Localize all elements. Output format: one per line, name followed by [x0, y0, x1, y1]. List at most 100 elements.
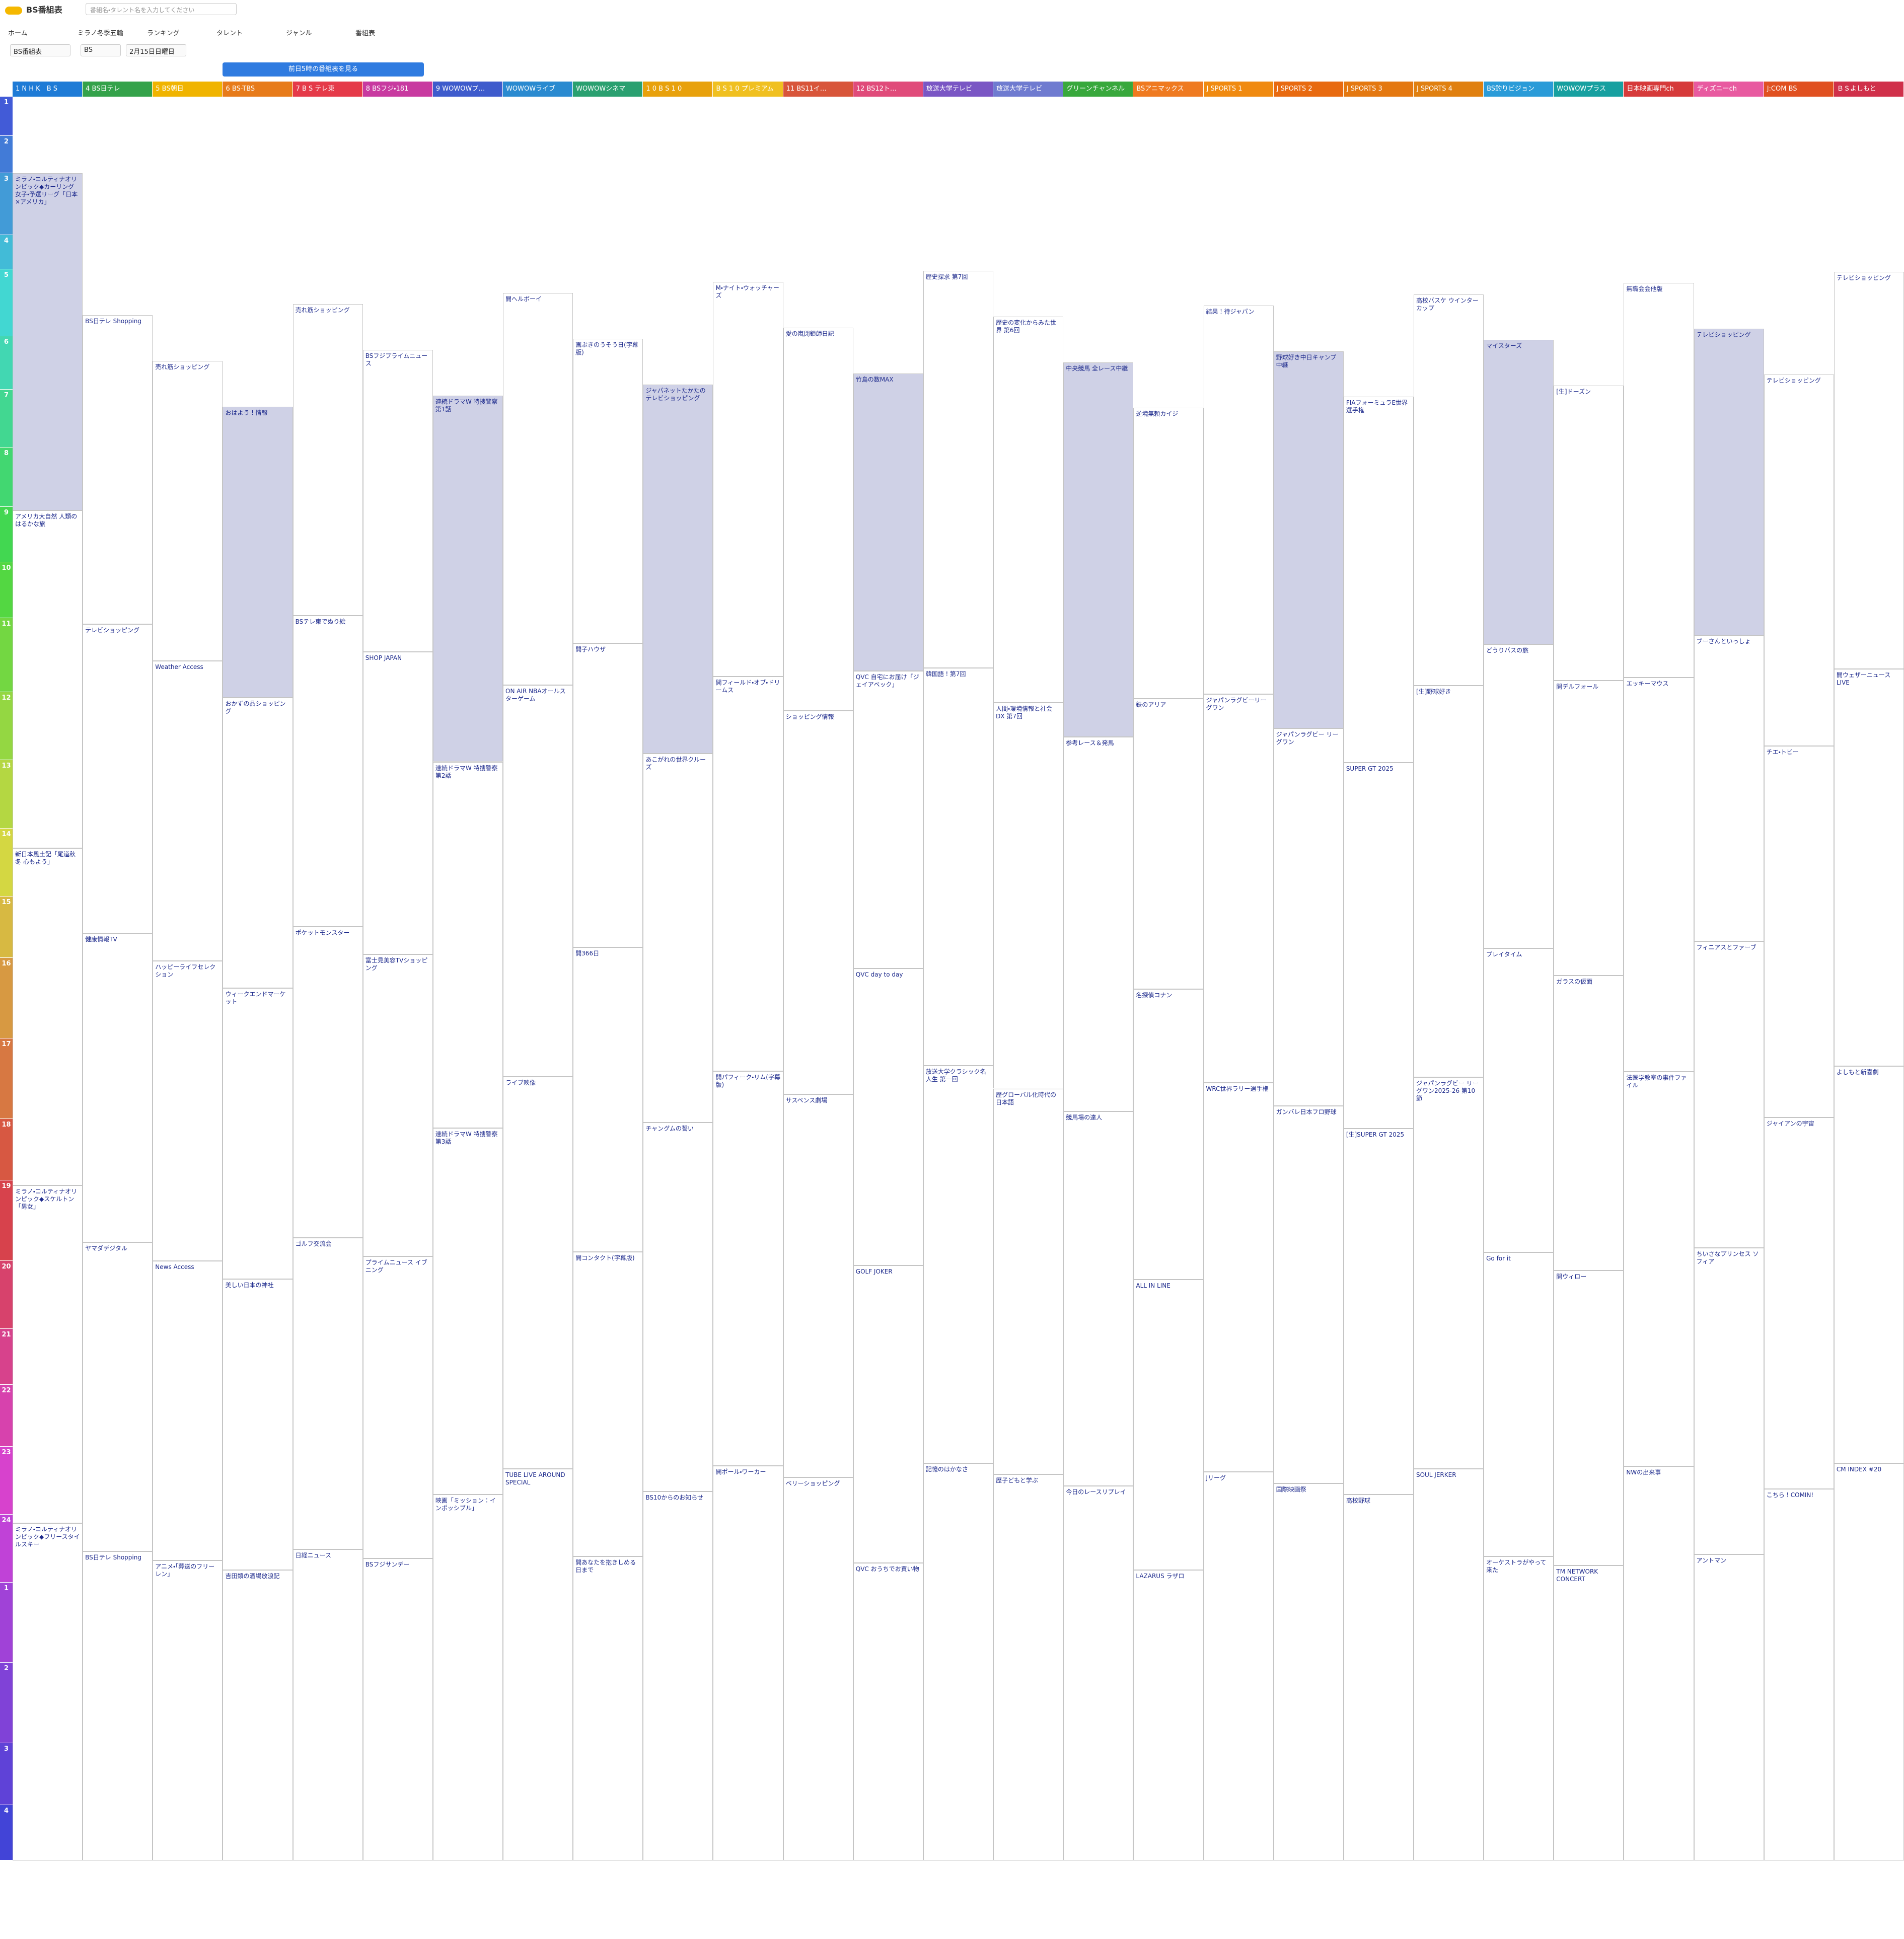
channel-header[interactable]: WOWOWプラス [1554, 82, 1624, 97]
program-cell[interactable]: 開コンタクト(字幕版) [573, 1251, 643, 1556]
program-cell[interactable]: 開ウィロー [1554, 1271, 1624, 1566]
program-cell[interactable]: 富士見美容TVショッピング [362, 954, 433, 1256]
program-cell[interactable]: BS日テレ Shopping [83, 1551, 153, 1861]
channel-header[interactable]: BS釣りビジョン [1484, 82, 1554, 97]
program-cell[interactable]: 鉄のアリア [1133, 698, 1204, 989]
program-cell[interactable]: 逆境無頼カイジ [1133, 408, 1204, 699]
program-cell[interactable]: ジャパンラグビー リーグワン [1273, 728, 1344, 1106]
program-cell[interactable]: 中央競馬 全レース中継 [1063, 362, 1134, 737]
program-cell[interactable]: 連続ドラマW 特捜警察 第3話 [432, 1128, 503, 1495]
channel-header[interactable]: 放送大学テレビ [923, 82, 994, 97]
channel-header[interactable]: B S 1 0 プレミアム [713, 82, 783, 97]
program-cell[interactable]: CM INDEX #20 [1834, 1463, 1904, 1861]
channel-header[interactable]: 1 N H K B S [13, 82, 83, 97]
program-cell[interactable]: ミラノ・コルティナオリンピック◆カーリング女子・予選リーグ「日本×アメリカ」 [13, 173, 83, 511]
program-cell[interactable]: 吉田類の酒場放浪記 [223, 1570, 293, 1861]
program-cell[interactable]: ちいさなプリンセス ソフィア [1694, 1248, 1764, 1554]
program-cell[interactable]: TM NETWORK CONCERT [1554, 1565, 1624, 1861]
program-cell[interactable]: あこがれの世界クルーズ [643, 753, 713, 1123]
prev-day-button[interactable]: 前日5時の番組表を見る [223, 62, 424, 77]
channel-header[interactable]: 1 0 B S 1 0 [643, 82, 713, 97]
program-cell[interactable]: SHOP JAPAN [362, 652, 433, 954]
program-cell[interactable]: ミラノ・コルティナオリンピック◆スケルトン「男女」 [13, 1185, 83, 1523]
program-cell[interactable]: テレビショッピング [1764, 375, 1834, 747]
nav-item[interactable]: 番組表 [352, 26, 423, 37]
program-cell[interactable]: News Access [153, 1260, 223, 1561]
program-cell[interactable]: 開パフィーク・リム(字幕版) [713, 1071, 783, 1466]
channel-header[interactable]: 7 B S テレ東 [292, 82, 363, 97]
program-cell[interactable]: よしもと新喜劇 [1834, 1066, 1904, 1464]
program-cell[interactable]: 画ぶきのうそう日(字幕版) [573, 338, 643, 643]
program-cell[interactable]: おはよう！情報 [223, 407, 293, 698]
program-cell[interactable]: 国際映画祭 [1273, 1483, 1344, 1861]
channel-header[interactable]: J SPORTS 1 [1203, 82, 1274, 97]
program-cell[interactable]: 新日本風土記「尾道秋冬 心もよう」 [13, 848, 83, 1186]
program-cell[interactable]: 競馬場の達人 [1063, 1111, 1134, 1486]
program-cell[interactable]: Weather Access [153, 660, 223, 961]
channel-header[interactable]: ＢＳよしもと [1834, 82, 1904, 97]
select[interactable]: 2月15日日曜日 [126, 44, 186, 56]
program-cell[interactable]: M・ナイト・ウォッチャーズ [713, 281, 783, 677]
program-cell[interactable]: 日経ニュース [292, 1549, 363, 1861]
program-cell[interactable]: マイスターズ [1484, 340, 1554, 644]
program-cell[interactable]: ジャイアンの宇宙 [1764, 1117, 1834, 1489]
program-cell[interactable]: ブーさんといっしょ [1694, 635, 1764, 942]
program-cell[interactable]: FIAフォーミュラE世界選手権 [1343, 397, 1414, 763]
program-cell[interactable]: Go for it [1484, 1252, 1554, 1557]
program-cell[interactable]: テレビショッピング [1834, 272, 1904, 669]
program-cell[interactable]: 高校野球 [1343, 1495, 1414, 1861]
program-cell[interactable]: ハッピーライフセレクション [153, 960, 223, 1261]
program-cell[interactable]: 記憶のはかなさ [923, 1463, 994, 1861]
program-cell[interactable]: おかずの品ショッピング [223, 697, 293, 989]
program-cell[interactable]: [生]ドーズン [1554, 386, 1624, 681]
channel-header[interactable]: BSアニマックス [1133, 82, 1204, 97]
channel-header[interactable]: J SPORTS 4 [1413, 82, 1484, 97]
program-cell[interactable]: 歴グローバル化時代の日本語 [993, 1088, 1064, 1475]
program-cell[interactable]: 無職会会他版 [1624, 283, 1694, 678]
program-cell[interactable]: サスペンス劇場 [783, 1094, 853, 1477]
program-cell[interactable]: 美しい日本の神社 [223, 1279, 293, 1570]
logo[interactable]: BS番組表 [5, 3, 62, 15]
program-cell[interactable]: 今日のレースリプレイ [1063, 1486, 1134, 1861]
search-input[interactable]: 番組名・タレント名を入力してください [86, 3, 237, 15]
program-cell[interactable]: BSフジサンデー [362, 1558, 433, 1861]
program-cell[interactable]: 歴史の変化からみた世界 第6回 [993, 316, 1064, 703]
program-cell[interactable]: [生]野球好き [1413, 686, 1484, 1078]
program-cell[interactable]: ショッピング情報 [783, 711, 853, 1094]
program-cell[interactable]: ヤマダデジタル [83, 1242, 153, 1552]
program-cell[interactable]: フィニアスとファーブ [1694, 941, 1764, 1248]
program-cell[interactable]: 売れ筋ショッピング [153, 361, 223, 661]
program-cell[interactable]: LAZARUS ラザロ [1133, 1570, 1204, 1861]
program-cell[interactable]: アントマン [1694, 1554, 1764, 1861]
program-cell[interactable]: 開366日 [573, 947, 643, 1252]
program-cell[interactable]: BSテレ東でぬり絵 [292, 615, 363, 927]
select[interactable]: BS番組表 [10, 44, 70, 56]
channel-header[interactable]: 放送大学テレビ [993, 82, 1064, 97]
program-cell[interactable]: ON AIR NBAオールスターゲーム [503, 685, 573, 1077]
nav-item[interactable]: ホーム [5, 26, 76, 37]
program-cell[interactable]: ジャパンラグビーリーグワン [1203, 694, 1274, 1083]
program-cell[interactable]: 竹島の数MAX [853, 373, 923, 671]
program-cell[interactable]: 映画「ミッション：インポッシブル」 [432, 1494, 503, 1861]
program-cell[interactable]: ウィークエンドマーケット [223, 988, 293, 1279]
channel-header[interactable]: J SPORTS 2 [1273, 82, 1344, 97]
program-cell[interactable]: プレイタイム [1484, 948, 1554, 1252]
program-cell[interactable]: ミラノ・コルティナオリンピック◆フリースタイルスキー [13, 1523, 83, 1861]
program-cell[interactable]: 放送大学クラシック名人生 第一回 [923, 1066, 994, 1463]
program-cell[interactable]: チエ・トビー [1764, 746, 1834, 1118]
program-cell[interactable]: 連続ドラマW 特捜警察 第2話 [432, 762, 503, 1129]
channel-header[interactable]: 日本映画専門ch [1624, 82, 1694, 97]
program-cell[interactable]: チャングムの誓い [643, 1123, 713, 1492]
program-cell[interactable]: NWの出来事 [1624, 1466, 1694, 1861]
program-cell[interactable]: QVC おうちでお買い物 [853, 1563, 923, 1861]
channel-header[interactable]: 12 BS12ト… [853, 82, 923, 97]
program-cell[interactable]: ガンバレ日本フロ野球 [1273, 1105, 1344, 1483]
channel-header[interactable]: ディズニーch [1694, 82, 1764, 97]
channel-header[interactable]: WOWOWシネマ [573, 82, 643, 97]
program-cell[interactable]: プライムニュース イブニング [362, 1256, 433, 1559]
program-cell[interactable]: オーケストラがやって来た [1484, 1556, 1554, 1861]
nav-item[interactable]: ランキング [144, 26, 214, 37]
program-cell[interactable]: ジャパンラグビー リーグワン2025-26 第10節 [1413, 1077, 1484, 1469]
channel-header[interactable]: 5 BS朝日 [153, 82, 223, 97]
program-cell[interactable]: SUPER GT 2025 [1343, 763, 1414, 1129]
